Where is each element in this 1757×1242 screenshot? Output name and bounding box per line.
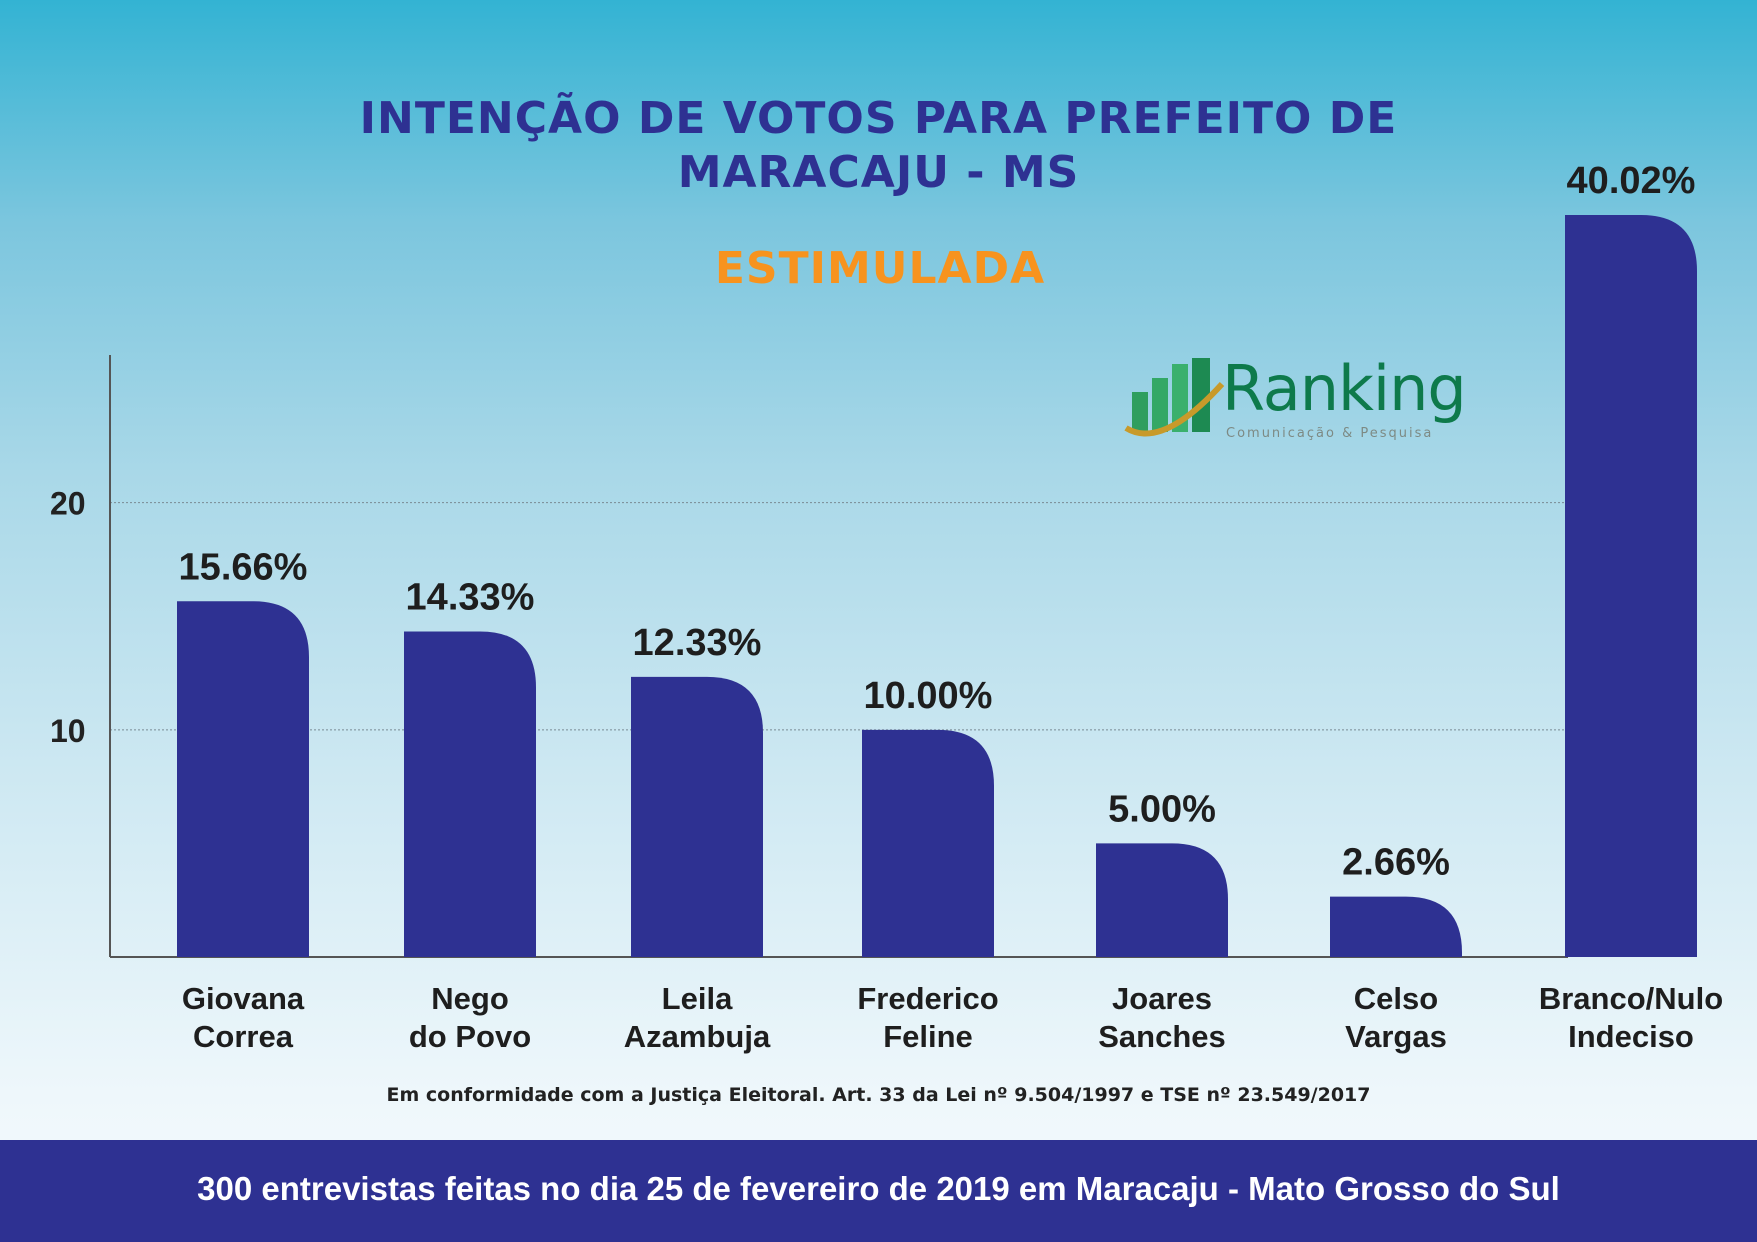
bar-value-label: 15.66% [179, 546, 308, 588]
x-tick-label: Vargas [1345, 1019, 1447, 1054]
bar [1565, 215, 1697, 957]
x-tick-label: Feline [883, 1019, 973, 1054]
ranking-logo-icon [1124, 358, 1225, 437]
y-tick-label: 10 [50, 713, 86, 749]
x-tick-label: do Povo [409, 1019, 531, 1054]
x-tick-label: Joares [1112, 981, 1212, 1016]
x-tick-label: Sanches [1098, 1019, 1226, 1054]
bar [1330, 896, 1462, 957]
x-tick-label: Correa [193, 1019, 294, 1054]
bar [862, 729, 994, 957]
bar-value-label: 40.02% [1567, 160, 1696, 202]
x-tick-label: Celso [1354, 981, 1438, 1016]
chart-title: INTENÇÃO DE VOTOS PARA PREFEITO DE MARAC… [300, 92, 1457, 200]
x-tick-label: Giovana [182, 981, 305, 1016]
footer-banner: 300 entrevistas feitas no dia 25 de feve… [0, 1140, 1757, 1242]
chart-title-line-2: MARACAJU - MS [677, 147, 1080, 198]
bar [404, 631, 536, 957]
bar [1096, 843, 1228, 957]
legal-footnote: Em conformidade com a Justiça Eleitoral.… [386, 1084, 1371, 1106]
bar-value-label: 14.33% [406, 576, 535, 618]
x-tick-label: Azambuja [624, 1019, 771, 1054]
chart-title-line-1: INTENÇÃO DE VOTOS PARA PREFEITO DE [359, 93, 1398, 144]
x-tick-label: Nego [431, 981, 509, 1016]
bar-value-label: 10.00% [864, 675, 993, 717]
y-tick-label: 20 [50, 486, 86, 522]
chart-subtitle: ESTIMULADA [714, 243, 1046, 294]
ranking-logo-tagline: Comunicação & Pesquisa [1226, 426, 1434, 441]
x-tick-label: Frederico [857, 981, 998, 1016]
ranking-logo: Ranking Comunicação & Pesquisa [1122, 350, 1467, 450]
bar-value-label: 12.33% [633, 622, 762, 664]
bar-value-label: 5.00% [1108, 788, 1216, 830]
bar-value-label: 2.66% [1342, 842, 1450, 884]
bar [631, 676, 763, 957]
x-tick-label: Indeciso [1568, 1019, 1694, 1054]
ranking-logo-name: Ranking [1222, 352, 1467, 425]
x-tick-label: Leila [662, 981, 733, 1016]
footer-banner-text: 300 entrevistas feitas no dia 25 de feve… [197, 1170, 1560, 1207]
bar [177, 601, 309, 957]
x-tick-label: Branco/Nulo [1539, 981, 1723, 1016]
